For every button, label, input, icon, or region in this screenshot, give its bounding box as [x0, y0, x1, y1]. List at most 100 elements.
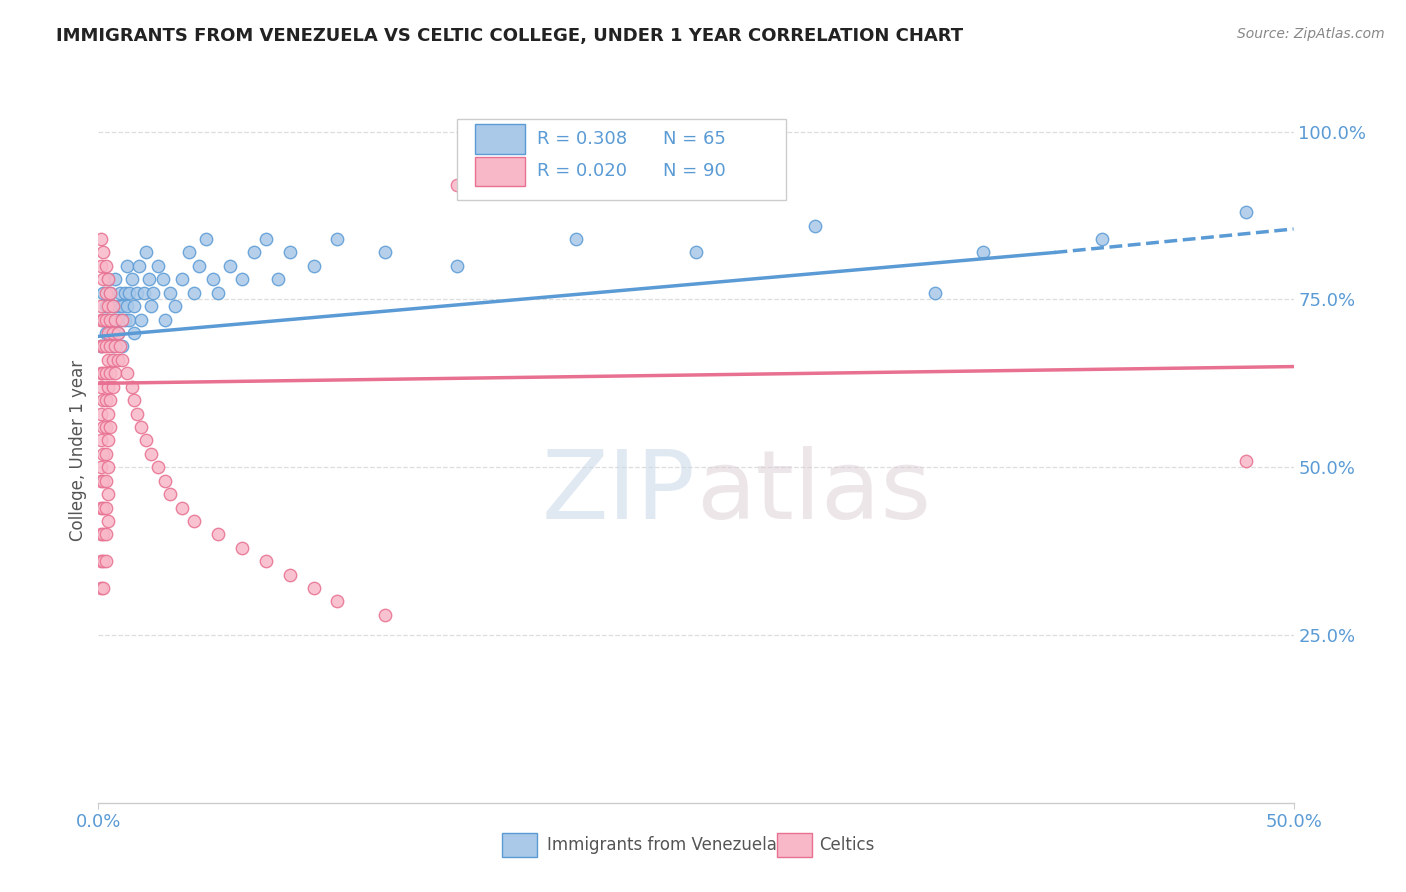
Point [565, 232, 588, 246]
Point [135, 245, 157, 260]
Point [195, 232, 218, 246]
Point [131, 420, 153, 434]
Point [101, 299, 124, 313]
Point [139, 299, 162, 313]
Point [138, 272, 160, 286]
Point [125, 285, 148, 300]
Point [118, 285, 141, 300]
Point [104, 272, 127, 286]
Point [94, 366, 117, 380]
Point [90, 460, 112, 475]
Text: N = 90: N = 90 [662, 162, 725, 180]
Point [148, 460, 170, 475]
Point [183, 514, 205, 528]
FancyBboxPatch shape [502, 833, 537, 857]
Point [111, 339, 134, 353]
Point [101, 339, 124, 353]
Point [302, 581, 325, 595]
Point [91, 554, 114, 568]
Point [107, 352, 129, 367]
Point [98, 326, 122, 340]
Point [172, 272, 194, 286]
Point [91, 366, 114, 380]
Point [326, 594, 349, 608]
Point [90, 500, 112, 515]
Point [101, 380, 124, 394]
Point [90, 434, 112, 448]
Point [97, 312, 120, 326]
Point [107, 326, 129, 340]
Point [104, 312, 127, 326]
Text: ZIP: ZIP [543, 446, 696, 540]
Point [94, 259, 117, 273]
Point [90, 339, 112, 353]
Point [90, 259, 112, 273]
Point [115, 366, 138, 380]
Point [98, 420, 122, 434]
Text: IMMIGRANTS FROM VENEZUELA VS CELTIC COLLEGE, UNDER 1 YEAR CORRELATION CHART: IMMIGRANTS FROM VENEZUELA VS CELTIC COLL… [56, 27, 963, 45]
Point [121, 272, 143, 286]
Point [135, 434, 157, 448]
Point [374, 245, 396, 260]
Point [924, 285, 946, 300]
Point [172, 500, 194, 515]
Point [91, 245, 114, 260]
Point [121, 380, 143, 394]
Point [104, 312, 127, 326]
Point [90, 380, 112, 394]
Point [131, 312, 153, 326]
Text: Immigrants from Venezuela: Immigrants from Venezuela [547, 836, 776, 854]
Point [97, 272, 120, 286]
Point [446, 178, 468, 193]
Point [111, 299, 134, 313]
Point [94, 326, 117, 340]
Point [97, 487, 120, 501]
Point [107, 299, 129, 313]
Point [108, 339, 131, 353]
Point [94, 500, 117, 515]
Point [94, 339, 117, 353]
Point [118, 312, 141, 326]
Point [254, 554, 277, 568]
Point [278, 567, 301, 582]
Point [97, 514, 120, 528]
Point [97, 352, 120, 367]
Point [98, 312, 122, 326]
Point [124, 299, 146, 313]
Text: R = 0.020: R = 0.020 [537, 162, 627, 180]
Point [278, 245, 301, 260]
Point [90, 581, 112, 595]
Point [685, 245, 707, 260]
Point [90, 339, 112, 353]
Text: N = 65: N = 65 [662, 130, 725, 148]
Point [107, 326, 129, 340]
Point [91, 500, 114, 515]
Point [231, 272, 253, 286]
Text: atlas: atlas [696, 446, 931, 540]
Point [90, 366, 112, 380]
Point [124, 326, 146, 340]
Point [108, 285, 131, 300]
Point [219, 259, 242, 273]
Point [94, 474, 117, 488]
Point [97, 299, 120, 313]
Point [243, 245, 266, 260]
Point [124, 393, 146, 408]
Point [91, 312, 114, 326]
Point [91, 447, 114, 461]
Point [101, 299, 124, 313]
Point [207, 285, 229, 300]
Point [1234, 453, 1257, 467]
Text: Celtics: Celtics [820, 836, 875, 854]
Point [90, 474, 112, 488]
Point [97, 434, 120, 448]
FancyBboxPatch shape [475, 124, 524, 153]
Point [97, 326, 120, 340]
Point [94, 554, 117, 568]
Point [90, 299, 112, 313]
Text: Source: ZipAtlas.com: Source: ZipAtlas.com [1237, 27, 1385, 41]
Point [94, 447, 117, 461]
Point [163, 299, 186, 313]
Point [98, 285, 122, 300]
Point [159, 487, 181, 501]
